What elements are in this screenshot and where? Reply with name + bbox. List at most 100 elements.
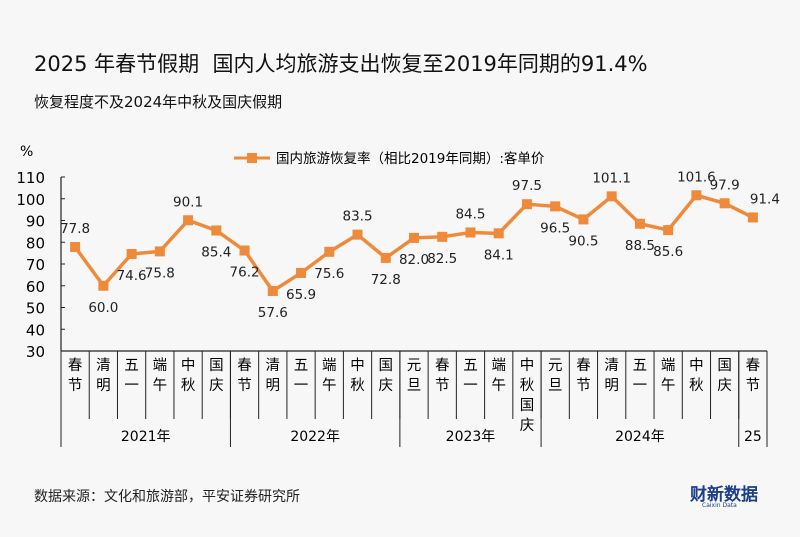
category-label: 一 (294, 378, 309, 394)
data-label: 65.9 (286, 287, 316, 303)
y-tick-label: 70 (26, 256, 45, 274)
category-label: 午 (153, 377, 168, 394)
category-label: 一 (463, 378, 478, 394)
category-label: 国 (209, 358, 224, 374)
category-label: 春 (237, 357, 252, 374)
category-label: 庆 (379, 377, 394, 394)
data-label: 60.0 (88, 300, 118, 316)
category-label: 中 (520, 357, 535, 374)
category-label: 端 (322, 357, 337, 374)
data-label: 97.9 (710, 177, 740, 193)
category-label: 清 (266, 357, 281, 374)
data-point (70, 242, 81, 253)
category-label: 春 (746, 357, 761, 374)
category-label: 端 (491, 357, 506, 374)
data-label: 75.8 (145, 265, 175, 281)
chart-title: 2025 年春节假期 国内人均旅游支出恢复至2019年同期的91.4% (34, 52, 648, 76)
data-point (606, 191, 617, 202)
data-label: 83.5 (342, 209, 372, 225)
data-point (493, 228, 504, 239)
caixin-logo-sub: Caixin Data (702, 502, 737, 509)
category-label: 国 (717, 358, 732, 374)
category-label: 庆 (717, 377, 732, 394)
category-label: 五 (124, 358, 139, 374)
category-label: 端 (661, 357, 676, 374)
category-label: 庆 (520, 417, 535, 434)
data-label: 90.5 (568, 233, 598, 249)
category-label: 一 (124, 378, 139, 394)
data-point (578, 214, 589, 225)
data-point (465, 227, 476, 238)
data-point (211, 225, 222, 236)
y-tick-label: 90 (26, 213, 45, 231)
category-label: 午 (491, 377, 506, 394)
category-label: 元 (548, 358, 563, 374)
category-label: 国 (379, 358, 394, 374)
category-label: 午 (661, 377, 676, 394)
category-label: 明 (604, 378, 619, 394)
category-label: 明 (266, 378, 281, 394)
chart-subtitle: 恢复程度不及2024年中秋及国庆假期 (34, 93, 283, 111)
group-label: 2021年 (121, 429, 171, 445)
legend-marker (247, 153, 257, 163)
data-label: 82.0 (399, 252, 429, 268)
category-label: 明 (96, 378, 111, 394)
y-tick-label: 40 (26, 321, 45, 339)
group-label: 2022年 (290, 429, 340, 445)
category-label: 元 (407, 358, 422, 374)
data-point (380, 252, 391, 263)
data-point (663, 225, 674, 236)
data-point (521, 199, 532, 210)
category-label: 庆 (209, 377, 224, 394)
y-tick-label: 100 (16, 191, 45, 209)
data-point (409, 232, 419, 243)
data-label: 84.1 (484, 247, 514, 263)
category-label: 端 (153, 357, 168, 374)
data-point (183, 215, 194, 226)
data-point (437, 231, 448, 242)
category-label: 五 (463, 358, 478, 374)
category-label: 五 (633, 358, 648, 374)
category-label: 春 (435, 357, 450, 374)
y-tick-label: 30 (26, 343, 45, 361)
y-tick-label: 80 (26, 234, 45, 252)
category-label: 秋 (520, 377, 535, 394)
group-label: 2023年 (446, 429, 496, 445)
data-label: 85.4 (201, 245, 231, 261)
source-note: 数据来源：文化和旅游部，平安证券研究所 (34, 489, 300, 505)
category-label: 节 (237, 377, 252, 394)
data-point (352, 229, 363, 240)
data-point (296, 267, 307, 278)
category-label: 秋 (181, 377, 196, 394)
caixin-logo: 财新数据 (690, 485, 758, 505)
data-point (267, 285, 278, 296)
data-point (747, 212, 758, 223)
group-label: 25 (744, 429, 762, 445)
data-label: 77.8 (60, 221, 90, 237)
data-point (126, 248, 137, 259)
data-point (719, 198, 730, 209)
y-tick-label: 110 (16, 169, 45, 187)
category-label: 秋 (689, 377, 704, 394)
category-label: 春 (68, 357, 83, 374)
category-label: 旦 (548, 378, 563, 394)
category-label: 秋 (350, 377, 365, 394)
data-label: 82.5 (427, 251, 457, 267)
data-label: 97.5 (512, 178, 542, 194)
category-label: 国 (520, 398, 535, 414)
data-label: 75.6 (314, 266, 344, 282)
category-label: 春 (576, 357, 591, 374)
data-label: 90.1 (173, 194, 203, 210)
data-point (691, 190, 702, 201)
category-label: 午 (322, 377, 337, 394)
data-label: 96.5 (540, 220, 570, 236)
data-label: 74.6 (117, 268, 147, 284)
category-label: 清 (96, 357, 111, 374)
data-point (98, 280, 109, 291)
data-point (239, 245, 250, 256)
category-label: 节 (435, 377, 450, 394)
legend-label: 国内旅游恢复率（相比2019年同期）:客单价 (276, 150, 545, 167)
data-label: 57.6 (258, 305, 288, 321)
